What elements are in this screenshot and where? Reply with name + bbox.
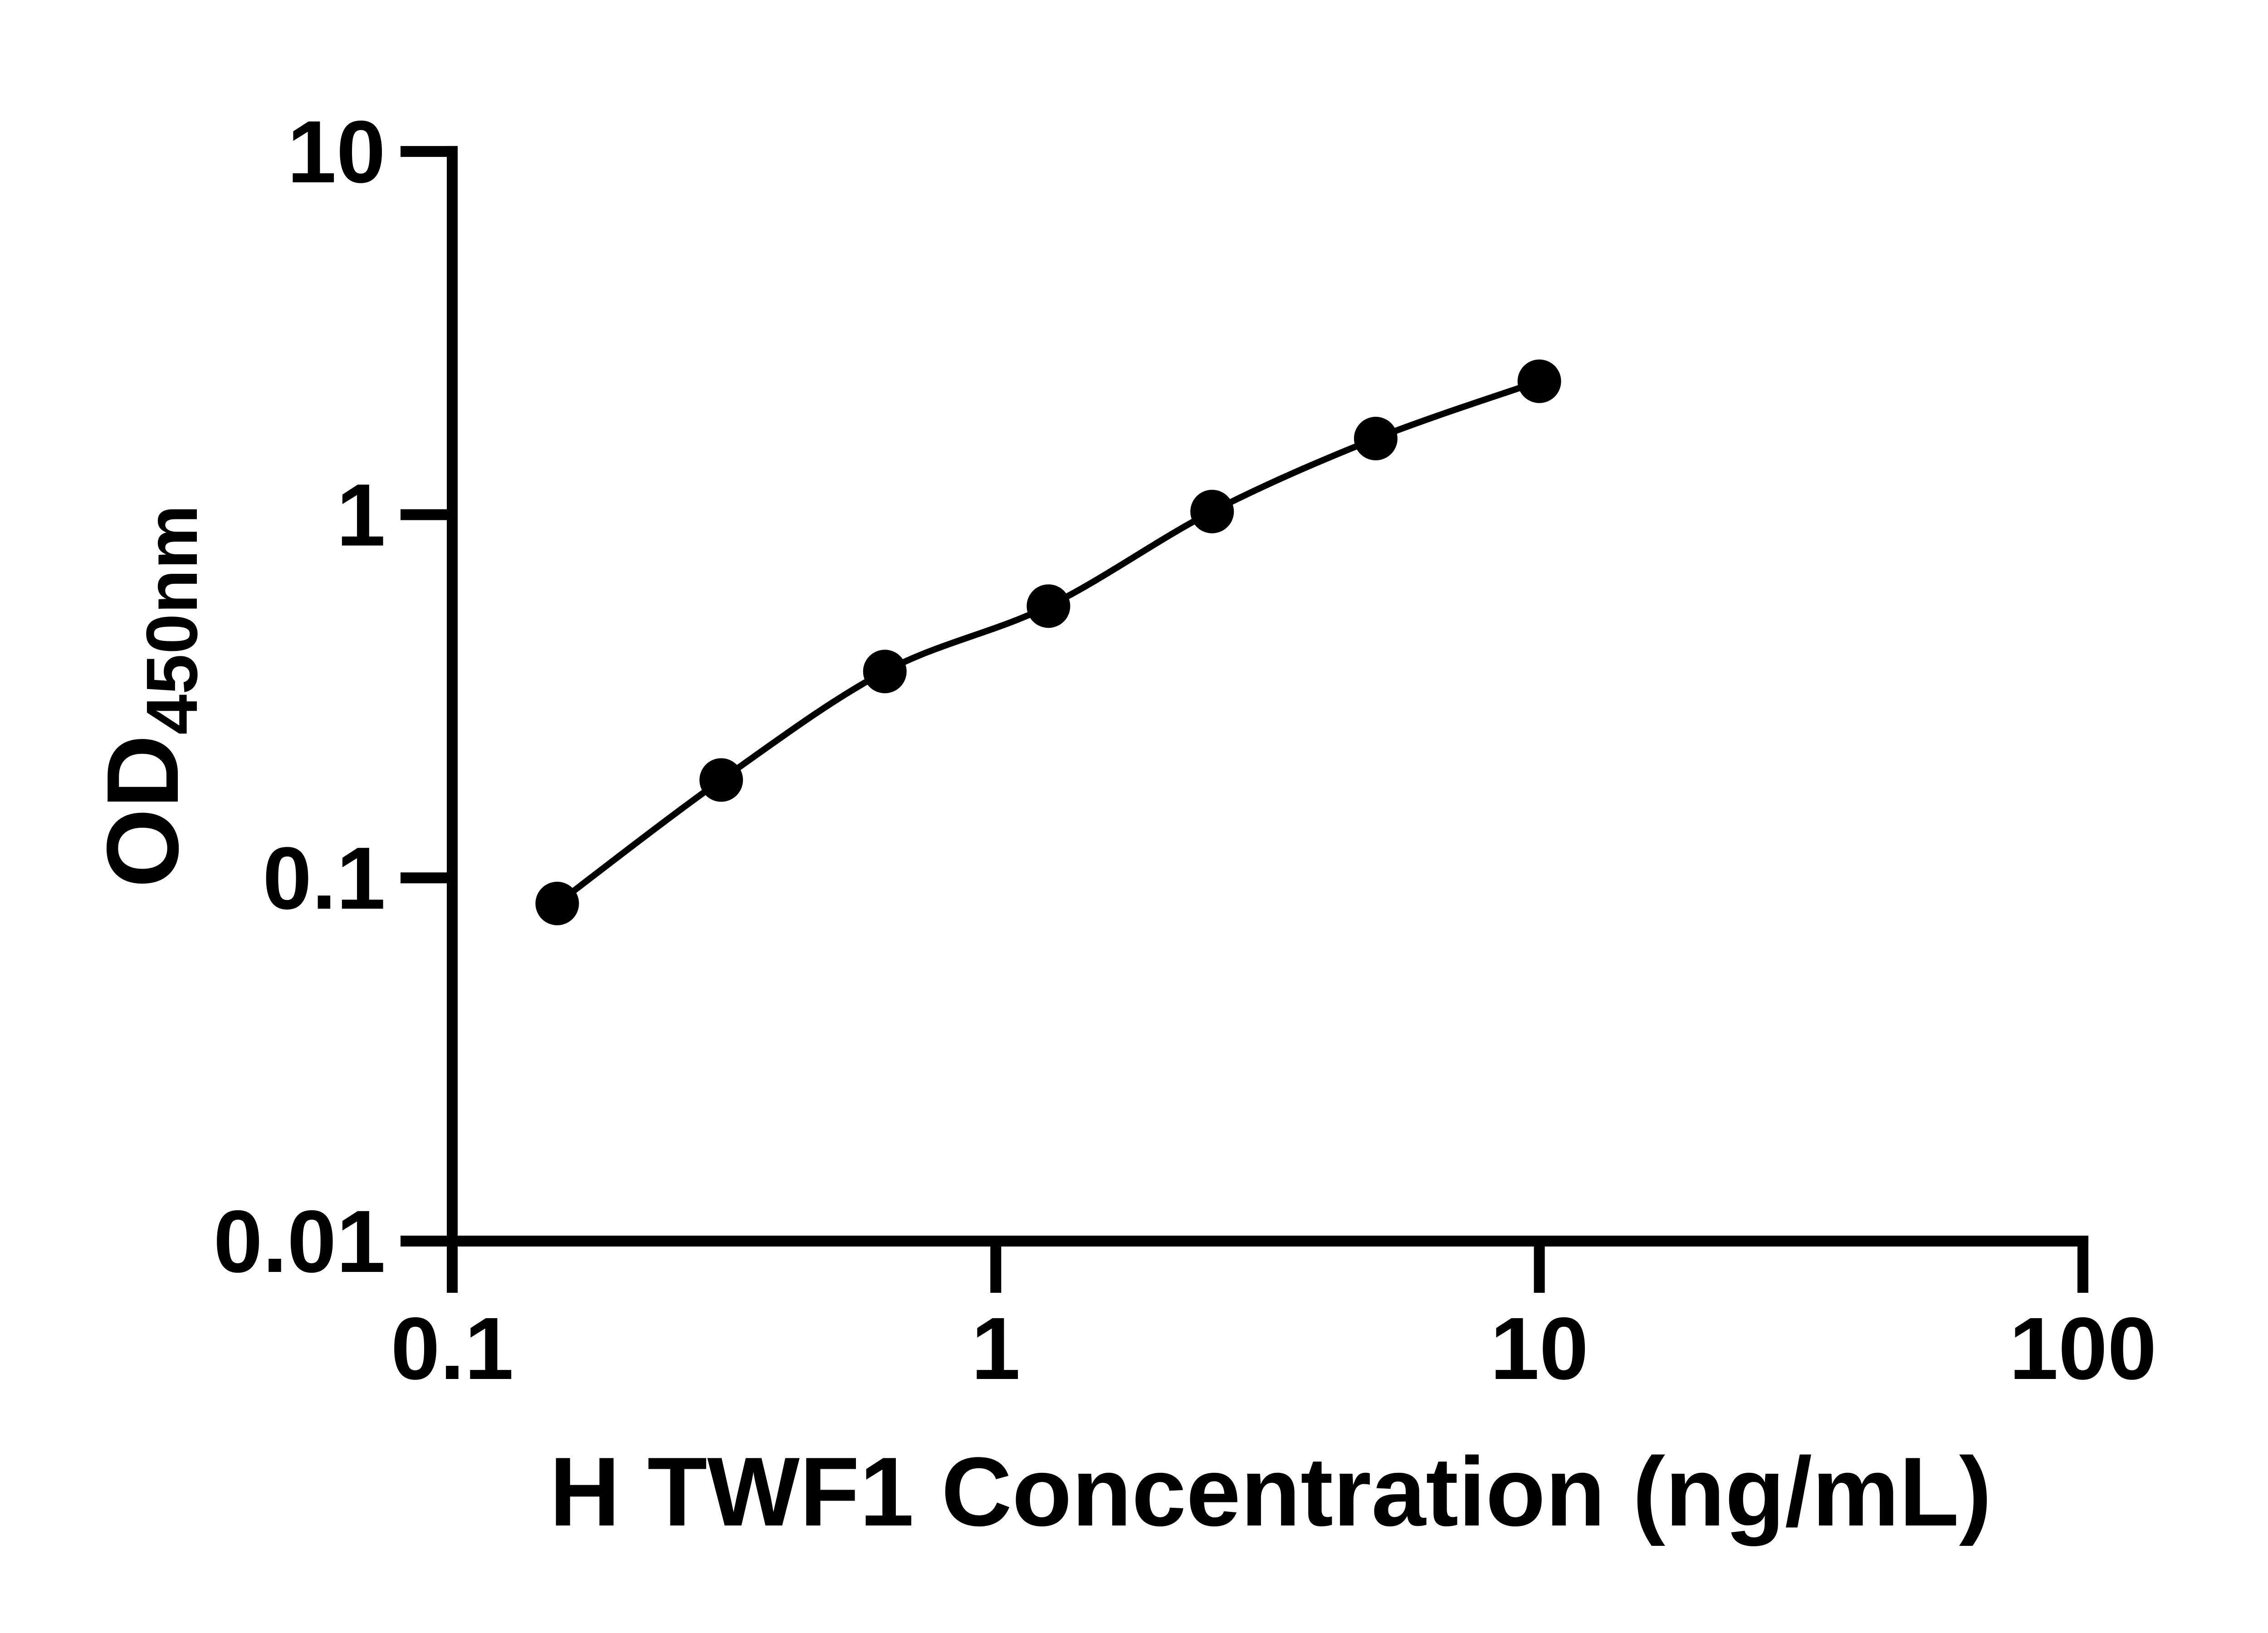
x-tick-label-0.1: 0.1 — [391, 1299, 513, 1398]
axis-spines — [447, 146, 2088, 1247]
y-tick-label-0.1: 0.1 — [263, 829, 386, 928]
y-axis-title-sub: 450nm — [131, 505, 212, 735]
curve-line — [555, 378, 1540, 906]
y-axis-title-main: OD — [85, 735, 200, 888]
x-tick-label-100: 100 — [2009, 1299, 2156, 1398]
data-point-0 — [535, 881, 579, 925]
data-point-2 — [863, 650, 907, 694]
data-point-5 — [1354, 416, 1398, 460]
y-axis-title: OD450nm — [85, 505, 212, 888]
x-tick-label-1: 1 — [971, 1299, 1020, 1398]
y-tick-label-10: 10 — [287, 103, 386, 201]
data-points — [535, 359, 1561, 925]
x-tick-label-10: 10 — [1490, 1299, 1589, 1398]
axes — [401, 146, 2088, 1293]
y-tick-label-1: 1 — [337, 466, 386, 565]
data-point-1 — [699, 758, 743, 802]
data-point-4 — [1190, 489, 1234, 533]
y-tick-label-0.01: 0.01 — [213, 1192, 386, 1291]
data-point-6 — [1517, 359, 1561, 403]
x-axis-title: H TWF1 Concentration (ng/mL) — [549, 1437, 1992, 1546]
data-point-3 — [1026, 584, 1070, 628]
